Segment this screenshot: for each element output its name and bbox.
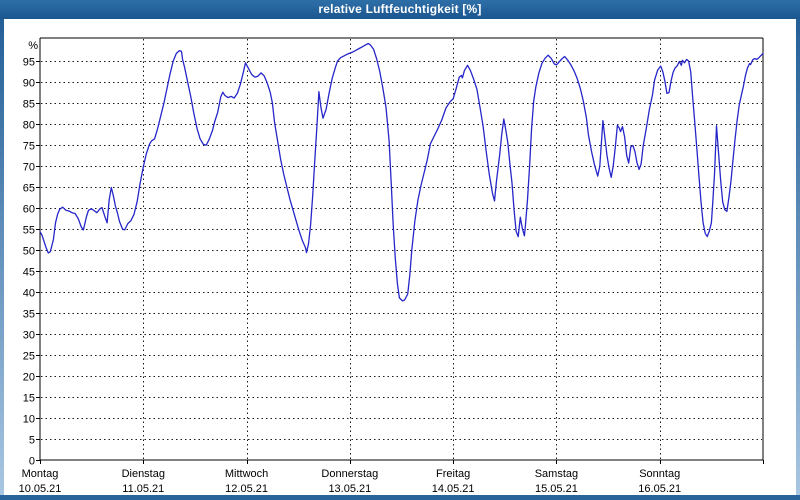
x-day-label: Mittwoch [225, 468, 268, 480]
y-tick-label: 65 [23, 183, 35, 195]
x-date-label: 14.05.21 [432, 483, 475, 495]
window-frame-right [796, 19, 800, 500]
x-date-label: 11.05.21 [122, 483, 164, 495]
y-tick-label: 90 [23, 78, 35, 90]
y-tick-label: 20 [23, 372, 35, 384]
x-day-label: Montag [22, 468, 59, 480]
x-day-label: Sonntag [639, 468, 680, 480]
x-day-label: Samstag [535, 468, 578, 480]
window-frame-left [0, 19, 4, 500]
y-tick-label: 10 [23, 414, 35, 426]
y-tick-label: 95 [23, 57, 35, 69]
y-tick-label: 50 [23, 246, 35, 258]
window-titlebar: relative Luftfeuchtigkeit [%] [0, 0, 800, 19]
x-date-label: 10.05.21 [19, 483, 62, 495]
x-date-label: 13.05.21 [328, 483, 371, 495]
y-tick-label: 0 [29, 456, 35, 468]
y-tick-label: 70 [23, 162, 35, 174]
x-day-label: Donnerstag [321, 468, 378, 480]
window-frame-bottom [0, 495, 800, 500]
y-tick-label: 55 [23, 225, 35, 237]
y-tick-label: 45 [23, 267, 35, 279]
y-tick-label: 30 [23, 330, 35, 342]
y-tick-label: 25 [23, 351, 35, 363]
y-tick-label: 5 [29, 435, 35, 447]
y-tick-label: 40 [23, 288, 35, 300]
x-date-label: 12.05.21 [225, 483, 268, 495]
y-tick-label: 75 [23, 141, 35, 153]
x-date-label: 15.05.21 [535, 483, 578, 495]
y-tick-label: 80 [23, 120, 35, 132]
humidity-series-line [39, 42, 764, 302]
y-tick-label: 15 [23, 393, 35, 405]
x-date-label: 16.05.21 [638, 483, 681, 495]
x-day-label: Dienstag [122, 468, 165, 480]
y-tick-label: 60 [23, 204, 35, 216]
x-day-label: Freitag [436, 468, 470, 480]
y-tick-label: 35 [23, 309, 35, 321]
y-axis-unit-label: % [28, 40, 38, 52]
window-title: relative Luftfeuchtigkeit [%] [318, 2, 482, 16]
y-tick-label: 85 [23, 99, 35, 111]
